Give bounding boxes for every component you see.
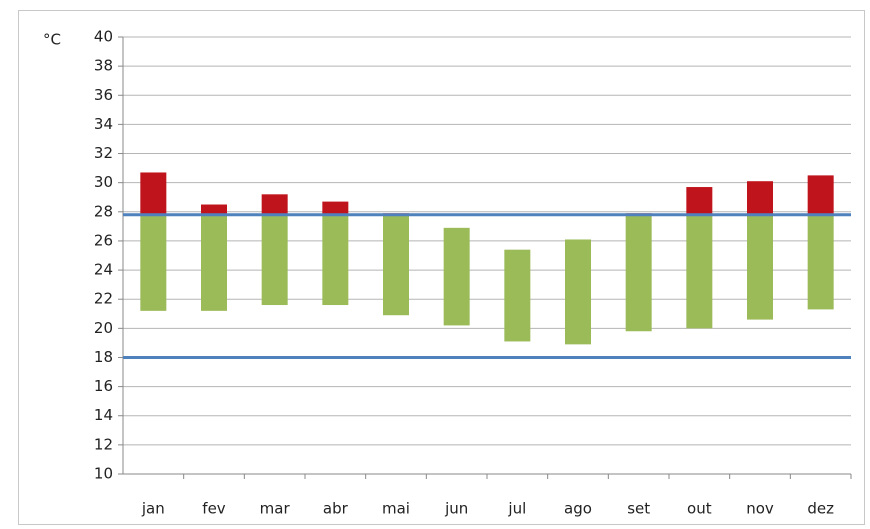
bar-below bbox=[322, 214, 349, 306]
bar-below bbox=[625, 214, 652, 332]
y-axis-label: °C bbox=[43, 31, 61, 49]
bar-above bbox=[747, 181, 773, 215]
bar-above bbox=[201, 204, 227, 215]
bar-above bbox=[140, 172, 167, 215]
y-tick-label: 16 bbox=[94, 377, 113, 395]
bar-below bbox=[140, 214, 167, 311]
bar-below bbox=[201, 214, 227, 311]
bar-above bbox=[322, 201, 349, 215]
x-tick-label: set bbox=[627, 500, 650, 518]
x-tick-label: nov bbox=[746, 500, 774, 518]
bar-below bbox=[807, 214, 834, 310]
y-tick-label: 14 bbox=[94, 406, 113, 424]
y-tick-label: 36 bbox=[94, 86, 113, 104]
bar-below bbox=[261, 214, 288, 306]
y-tick-label: 28 bbox=[94, 202, 113, 220]
y-tick-label: 18 bbox=[94, 348, 113, 366]
x-tick-label: fev bbox=[202, 500, 226, 518]
x-tick-label: jul bbox=[507, 500, 526, 518]
y-tick-label: 30 bbox=[94, 173, 113, 191]
x-tick-label: abr bbox=[323, 500, 349, 518]
y-tick-label: 38 bbox=[94, 57, 113, 75]
bar-below bbox=[504, 249, 531, 342]
x-tick-label: mar bbox=[260, 500, 291, 518]
x-tick-label: jun bbox=[444, 500, 468, 518]
bar-below bbox=[443, 227, 470, 326]
y-tick-label: 26 bbox=[94, 231, 113, 249]
y-tick-label: 10 bbox=[94, 465, 113, 483]
y-tick-label: 24 bbox=[94, 261, 113, 279]
x-tick-label: jan bbox=[141, 500, 165, 518]
y-tick-label: 22 bbox=[94, 290, 113, 308]
y-tick-label: 12 bbox=[94, 435, 113, 453]
y-tick-label: 32 bbox=[94, 144, 113, 162]
x-tick-label: mai bbox=[382, 500, 410, 518]
bar-above bbox=[686, 187, 713, 215]
bar-below bbox=[383, 214, 409, 316]
y-tick-label: 40 bbox=[94, 28, 113, 46]
bar-below bbox=[686, 214, 713, 329]
x-tick-label: out bbox=[687, 500, 712, 518]
y-tick-label: 34 bbox=[94, 115, 113, 133]
x-tick-label: dez bbox=[807, 500, 834, 518]
bar-below bbox=[565, 239, 591, 345]
bar-above bbox=[807, 175, 834, 215]
bar-above bbox=[261, 194, 288, 215]
y-tick-label: 20 bbox=[94, 319, 113, 337]
bar-below bbox=[747, 214, 773, 320]
x-tick-label: ago bbox=[564, 500, 592, 518]
